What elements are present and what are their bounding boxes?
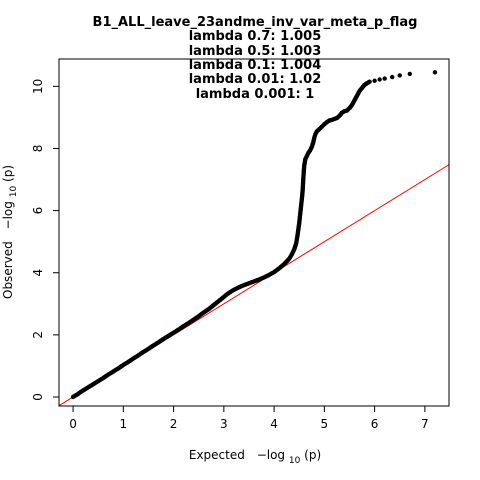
chart-title: B1_ALL_leave_23andme_inv_var_meta_p_flag	[93, 15, 418, 30]
x-tick-label: 1	[120, 417, 128, 431]
y-axis-label-math: −log	[1, 201, 15, 229]
y-axis-label: Observed −log 10 (p)	[1, 165, 19, 299]
x-tick-label: 2	[170, 417, 178, 431]
plot-frame	[58, 58, 450, 407]
data-point	[390, 74, 395, 80]
y-tick-label: 2	[31, 331, 45, 339]
x-axis-label-text: Expected	[189, 448, 245, 462]
data-point	[377, 77, 382, 82]
y-axis: 0 2 4 6 8 10	[31, 79, 59, 401]
y-tick-label: 0	[31, 393, 45, 401]
y-tick-label: 4	[31, 269, 45, 277]
x-axis: 0 1 2 3 4 5 6 7	[69, 406, 429, 431]
x-axis-label-sub: 10	[289, 456, 301, 466]
x-axis-label-paren: (p)	[304, 448, 321, 462]
chart-subtitle-1: lambda 0.7: 1.005	[189, 29, 322, 44]
x-tick-label: 6	[371, 417, 379, 431]
data-point	[407, 71, 412, 77]
data-point	[432, 70, 438, 75]
y-tick-label: 10	[31, 79, 45, 94]
x-tick-label: 0	[69, 417, 77, 431]
data-point	[397, 73, 402, 78]
y-axis-label-sub: 10	[9, 186, 19, 198]
chart-subtitle-5: lambda 0.001: 1	[196, 87, 315, 102]
x-axis-label: Expected −log 10 (p)	[189, 448, 321, 466]
data-point	[382, 76, 387, 81]
y-axis-label-text: Observed	[1, 241, 15, 299]
data-point	[372, 78, 377, 83]
data-point	[367, 79, 372, 84]
points-layer	[70, 70, 438, 400]
chart-subtitle-2: lambda 0.5: 1.003	[189, 44, 322, 59]
x-tick-label: 7	[421, 417, 429, 431]
x-tick-label: 4	[270, 417, 278, 431]
chart-subtitle-3: lambda 0.1: 1.004	[189, 58, 322, 73]
x-tick-label: 5	[321, 417, 329, 431]
y-tick-label: 6	[31, 207, 45, 215]
y-axis-label-paren: (p)	[1, 165, 15, 182]
y-tick-label: 8	[31, 145, 45, 153]
chart-subtitle-4: lambda 0.01: 1.02	[189, 72, 322, 87]
x-axis-label-math: −log	[257, 448, 285, 462]
x-tick-label: 3	[220, 417, 228, 431]
